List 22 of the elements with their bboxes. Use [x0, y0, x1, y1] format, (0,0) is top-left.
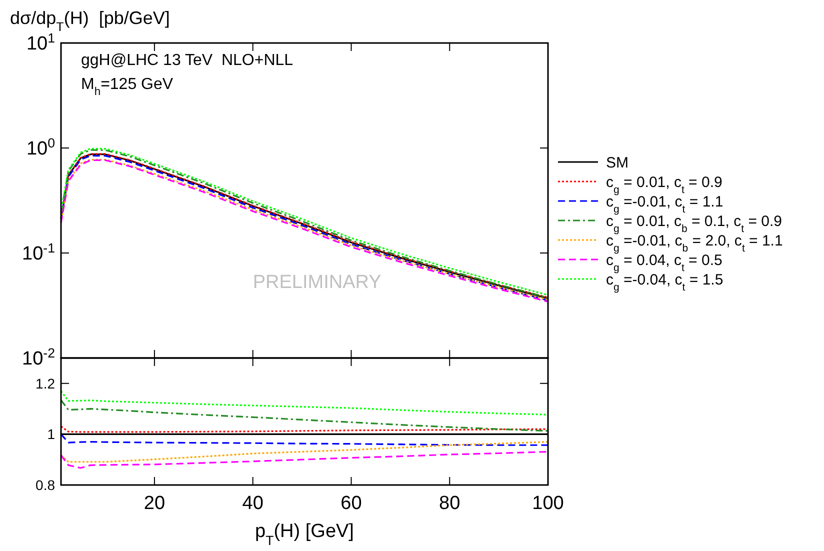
y-tick-label: 0.8	[36, 476, 56, 493]
line-series	[60, 450, 549, 469]
legend-label: SM	[606, 154, 628, 172]
y-tick-label: 10$^{-2}$	[22, 345, 55, 370]
x-tick-label: 40	[242, 493, 264, 514]
y-tick-label: 1	[47, 426, 56, 442]
line-series	[60, 433, 549, 446]
y-tick-label: 1.2	[36, 375, 56, 392]
x-tick-label: 80	[439, 493, 460, 514]
x-tick-label: 100	[532, 493, 564, 514]
legend-label: c$_{g}$ = 0.01, c$_{t}$ = 0.9	[606, 174, 722, 196]
y-tick-label: 10$^{-1}$	[22, 240, 55, 265]
x-axis-title: p$_{T}$(H) [GeV]	[255, 521, 354, 548]
x-tick-label: 20	[144, 493, 166, 514]
y-tick-label: 10$^{0}$	[26, 135, 55, 160]
line-series	[60, 441, 549, 463]
line-series	[60, 390, 549, 416]
annotation: ggH@LHC 13 TeV NLO+NLL	[81, 52, 294, 69]
annotation: PRELIMINARY	[252, 272, 382, 293]
x-tick-label: 60	[340, 493, 362, 514]
annotation: M$_{h}$=125 GeV	[81, 76, 174, 98]
line-series	[60, 399, 549, 432]
